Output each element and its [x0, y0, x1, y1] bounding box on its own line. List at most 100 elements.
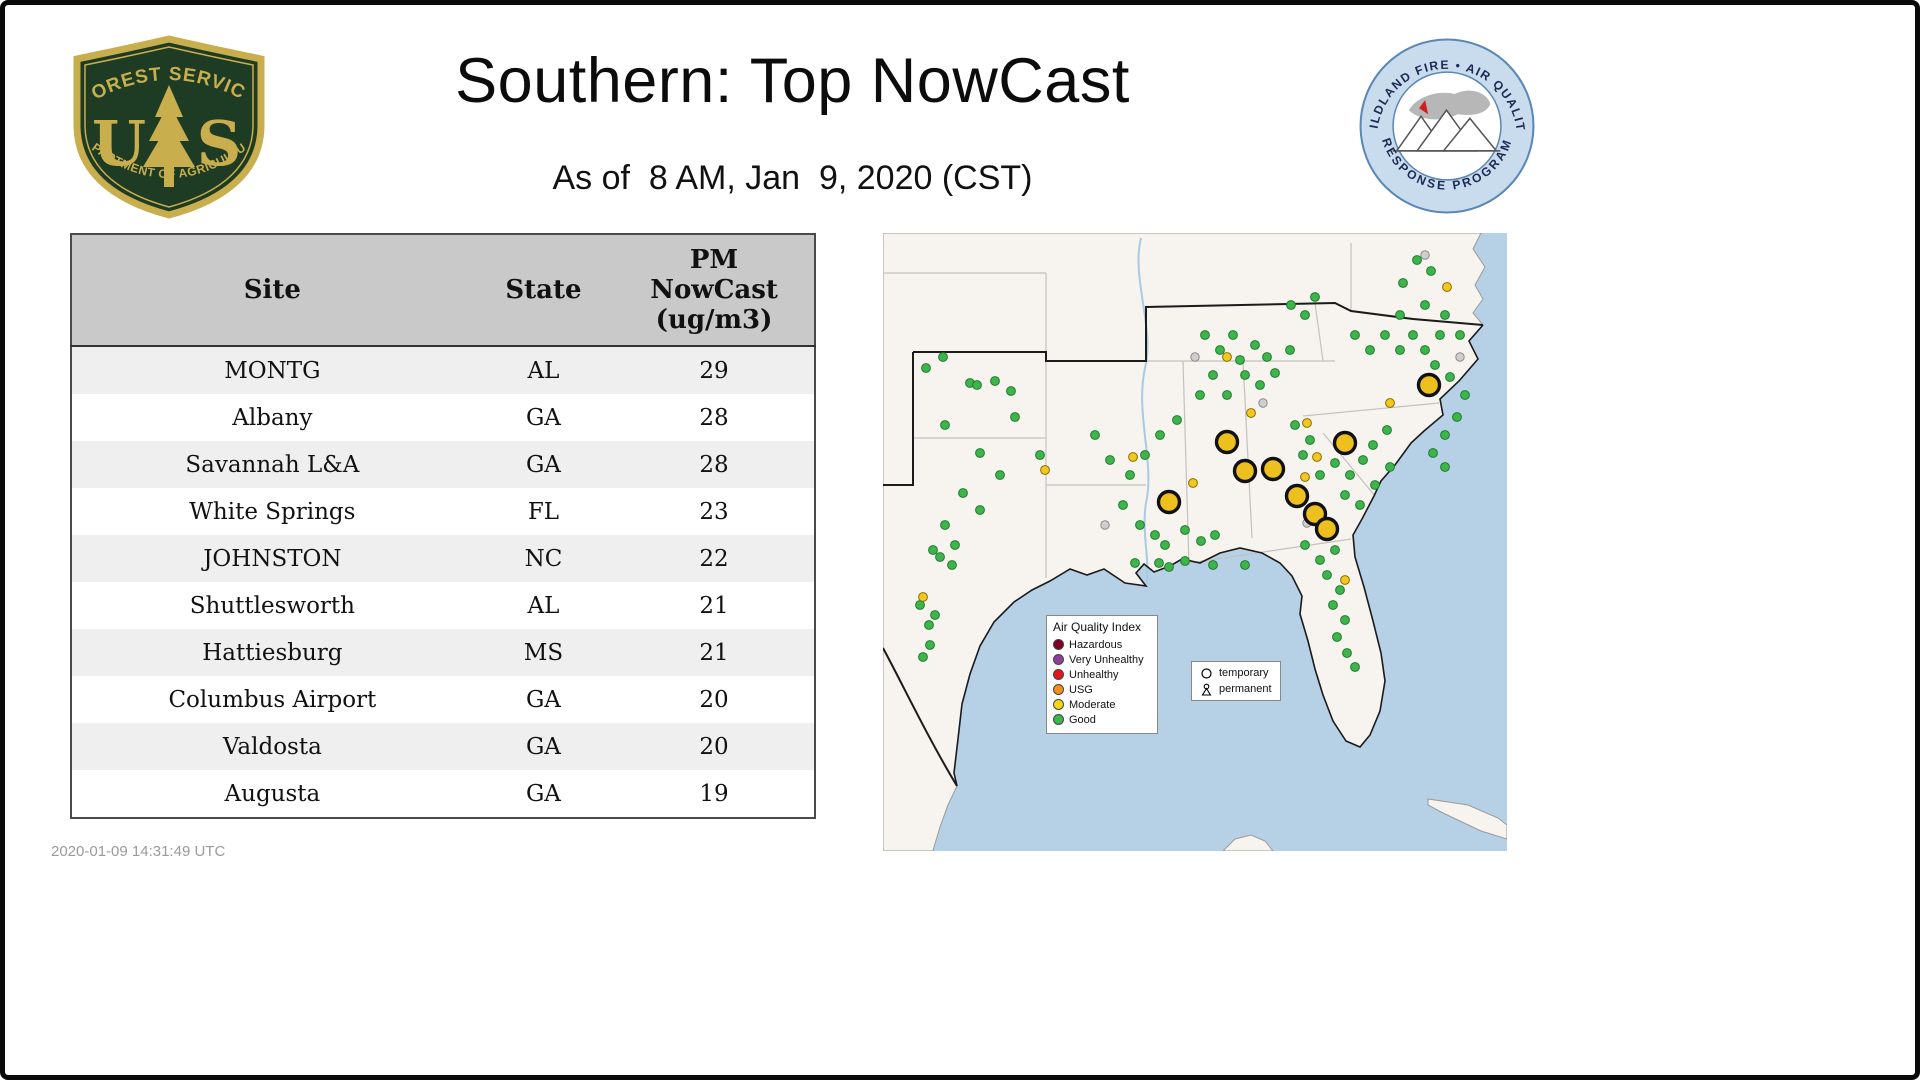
- table-cell: Valdosta: [222, 733, 322, 760]
- table-cell: Shuttlesworth: [189, 592, 355, 619]
- good-marker: [1298, 450, 1308, 460]
- column-header-pm-nowcast: PM NowCast (ug/m3): [614, 234, 815, 347]
- table-cell: GA: [525, 404, 561, 431]
- good-marker: [1435, 330, 1445, 340]
- good-marker: [1195, 390, 1205, 400]
- good-marker: [1140, 450, 1150, 460]
- good-marker: [1172, 415, 1182, 425]
- good-marker: [1305, 435, 1315, 445]
- aqi-legend: Air Quality Index Hazardous Very Unhealth…: [1046, 615, 1158, 734]
- table-cell: 19: [699, 780, 729, 807]
- page-title: Southern: Top NowCast: [455, 46, 1130, 116]
- good-marker: [1285, 345, 1295, 355]
- good-marker: [1286, 300, 1296, 310]
- good-marker: [930, 610, 940, 620]
- legend-item-temporary: temporary: [1200, 665, 1272, 681]
- table-cell: Savannah L&A: [185, 451, 360, 478]
- good-marker: [972, 380, 982, 390]
- good-marker: [1118, 500, 1128, 510]
- good-marker: [1370, 480, 1380, 490]
- good-marker: [940, 520, 950, 530]
- table-cell: 21: [699, 592, 729, 619]
- table-cell: AL: [527, 592, 560, 619]
- good-marker: [1235, 355, 1245, 365]
- good-marker: [1440, 430, 1450, 440]
- good-marker: [1315, 470, 1325, 480]
- us-landmass-shape: [1408, 90, 1491, 120]
- good-marker: [924, 620, 934, 630]
- moderate-marker: [1128, 452, 1138, 462]
- table-cell: MONTG: [224, 357, 321, 384]
- page-subtitle: As of 8 AM, Jan 9, 2020 (CST): [552, 159, 1033, 197]
- good-marker: [1380, 330, 1390, 340]
- good-marker: [1255, 380, 1265, 390]
- good-marker: [921, 363, 931, 373]
- legend-item-permanent: permanent: [1200, 681, 1272, 697]
- moderate-marker: [1222, 352, 1232, 362]
- good-marker: [1395, 345, 1405, 355]
- usfs-logo: FOREST SERVICE U S DEPARTMENT OF AGRICUL…: [63, 33, 265, 219]
- inactive-marker: [1100, 520, 1110, 530]
- top_sites-marker: [1260, 456, 1286, 482]
- wfaqrp-logo: WILDLAND FIRE • AIR QUALITY RESPONSE PRO…: [1358, 37, 1535, 214]
- inactive-marker: [1420, 250, 1430, 260]
- aqi-legend-title: Air Quality Index: [1053, 620, 1142, 634]
- good-marker: [1160, 540, 1170, 550]
- good-marker: [975, 448, 985, 458]
- good-marker: [1350, 330, 1360, 340]
- table-cell: GA: [525, 451, 561, 478]
- table-cell: FL: [527, 498, 560, 525]
- table-cell: Columbus Airport: [168, 686, 377, 713]
- column-header-site: Site: [71, 234, 473, 347]
- good-marker: [1452, 412, 1462, 422]
- good-marker: [1340, 490, 1350, 500]
- good-marker: [1445, 372, 1455, 382]
- legend-swatch: [1053, 684, 1064, 695]
- good-marker: [1180, 525, 1190, 535]
- inactive-marker: [1258, 398, 1268, 408]
- moderate-marker: [1040, 465, 1050, 475]
- good-marker: [1408, 330, 1418, 340]
- good-marker: [1332, 632, 1342, 642]
- table-row: Hattiesburg MS 21: [71, 629, 815, 676]
- table-cell: White Springs: [189, 498, 356, 525]
- good-marker: [1125, 470, 1135, 480]
- good-marker: [1240, 560, 1250, 570]
- table-body: MONTG AL 29 Albany GA 28 Savannah L&A GA 28 White…: [71, 346, 815, 818]
- good-marker: [1412, 255, 1422, 265]
- legend-swatch: [1053, 714, 1064, 725]
- table-cell: 21: [699, 639, 729, 666]
- legend-label: Hazardous: [1069, 638, 1123, 651]
- good-marker: [1135, 520, 1145, 530]
- legend-swatch: [1053, 699, 1064, 710]
- good-marker: [1365, 345, 1375, 355]
- top_sites-marker: [1214, 429, 1240, 455]
- good-marker: [1420, 345, 1430, 355]
- legend-label: Moderate: [1069, 698, 1116, 711]
- good-marker: [1340, 615, 1350, 625]
- legend-item: Moderate: [1053, 697, 1151, 712]
- legend-item: Good: [1053, 712, 1151, 727]
- legend-item: Hazardous: [1053, 637, 1151, 652]
- legend-label: Unhealthy: [1069, 668, 1119, 681]
- good-marker: [1420, 300, 1430, 310]
- top_sites-marker: [1156, 489, 1182, 515]
- table-row: Shuttlesworth AL 21: [71, 582, 815, 629]
- pine-tree-icon: [143, 85, 195, 187]
- good-marker: [1350, 662, 1360, 672]
- good-marker: [1430, 360, 1440, 370]
- inactive-marker: [1190, 352, 1200, 362]
- good-marker: [1090, 430, 1100, 440]
- table-cell: GA: [525, 686, 561, 713]
- legend-item: Very Unhealthy: [1053, 652, 1151, 667]
- marker-type-legend: temporary permanent: [1191, 661, 1281, 701]
- good-marker: [1455, 330, 1465, 340]
- good-marker: [1250, 340, 1260, 350]
- good-marker: [940, 420, 950, 430]
- good-marker: [1398, 278, 1408, 288]
- good-marker: [1335, 585, 1345, 595]
- nowcast-table: Site State PM NowCast (ug/m3) MONTG AL 29 A…: [70, 233, 816, 819]
- table-cell: Hattiesburg: [202, 639, 343, 666]
- good-marker: [990, 376, 1000, 386]
